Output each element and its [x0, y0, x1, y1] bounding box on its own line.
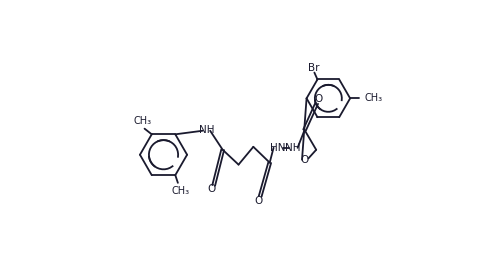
- Text: Br: Br: [307, 63, 318, 74]
- Text: CH₃: CH₃: [133, 116, 151, 126]
- Text: O: O: [300, 155, 308, 165]
- Text: NH: NH: [285, 143, 300, 153]
- Text: NH: NH: [198, 125, 213, 135]
- Text: CH₃: CH₃: [171, 186, 189, 196]
- Text: O: O: [314, 95, 322, 104]
- Text: HN: HN: [270, 143, 286, 153]
- Text: O: O: [207, 184, 215, 194]
- Text: O: O: [254, 196, 262, 206]
- Text: CH₃: CH₃: [364, 93, 382, 103]
